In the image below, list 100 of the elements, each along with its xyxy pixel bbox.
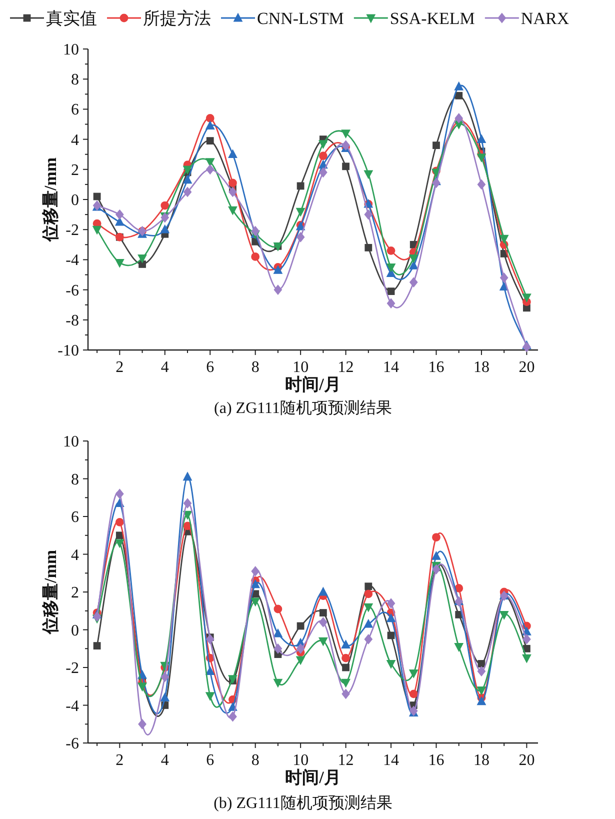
point [205,120,215,130]
point [250,579,260,588]
legend-label: NARX [520,9,570,28]
point [499,610,509,620]
point [182,166,192,175]
y-tick-label: -2 [66,222,79,240]
x-tick-label: 6 [206,359,214,376]
point [454,643,464,652]
point [408,260,418,270]
point [409,690,418,698]
point [251,252,260,261]
y-tick-label: 2 [71,584,79,602]
point [477,666,486,676]
x-tick-label: 6 [206,752,214,769]
point [522,294,532,303]
y-tick-label: 2 [71,162,79,179]
x-tick-label: 18 [473,359,490,376]
point [160,692,170,702]
y-tick-label: 6 [71,509,79,526]
point [318,167,328,178]
point [296,643,305,654]
point [296,232,305,242]
point [115,209,124,220]
point [432,564,440,575]
point [93,642,101,650]
point [432,533,440,542]
x-tick-label: 12 [338,359,354,376]
point [341,640,350,649]
point [205,666,215,675]
y-tick-label: -4 [66,252,79,270]
text: (b) ZG111随机项预测结果 [214,794,392,812]
x-tick-label: 20 [518,359,535,376]
legend-label: SSA-KELM [390,9,475,28]
point [296,656,306,666]
x-tick-label: 16 [428,752,444,769]
point [138,718,146,730]
point [477,179,486,190]
point [455,92,463,100]
point [114,539,124,548]
point [318,637,328,646]
point [342,654,350,662]
point [273,265,283,274]
point [228,186,237,198]
point [92,611,102,622]
y-tick-label: -6 [66,282,79,300]
x-tick-label: 8 [251,752,260,769]
point [364,634,373,644]
point [342,162,350,170]
y-tick-label: 10 [63,434,79,450]
point [228,178,237,188]
y-tick-label: 6 [71,102,79,119]
text: (a) ZG111随机项预测结果 [214,399,392,417]
point [92,226,102,235]
legend-label: CNN-LSTM [257,9,344,28]
x-tick-label: 20 [518,752,535,769]
x-tick-label: 4 [160,752,169,769]
point [386,264,396,272]
point [138,254,147,264]
point [206,164,214,175]
point [138,682,147,692]
point [364,603,374,612]
x-tick-label: 12 [338,752,354,769]
point [251,226,260,236]
point [408,254,418,264]
point [206,137,214,145]
point [386,660,396,669]
x-tick-label: 8 [251,359,260,376]
point [387,288,395,296]
point [318,617,328,628]
point [476,154,486,163]
point [386,613,396,622]
y-tick-label: -2 [66,660,79,677]
point [182,174,192,184]
point [296,182,304,190]
point [408,669,418,678]
y-tick-label: -10 [58,342,79,360]
point [522,342,531,352]
point [228,206,238,216]
point [296,622,304,630]
point [273,628,283,638]
point [228,149,238,158]
point [250,598,260,607]
y-tick-label: 0 [71,192,79,209]
point [499,234,509,244]
y-tick-label: 4 [71,132,79,149]
point [274,284,282,295]
y-tick-label: -6 [66,736,79,752]
point [115,488,124,500]
x-axis-title: 时间/月 [285,768,341,787]
point [296,208,306,217]
y-tick-label: 8 [71,471,79,488]
x-tick-label: 16 [428,359,444,376]
point [409,277,418,288]
y-axis-title: 位移量/mm [41,157,60,243]
point [251,566,260,576]
point [205,692,215,702]
point [476,686,486,696]
x-tick-label: 10 [292,752,309,769]
point [454,81,464,90]
point [341,130,350,138]
